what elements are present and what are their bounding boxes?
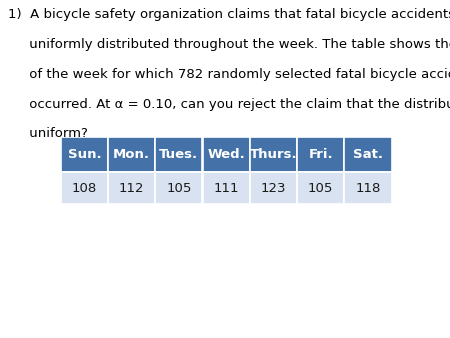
Text: Fri.: Fri. (308, 148, 333, 161)
FancyBboxPatch shape (202, 172, 250, 204)
FancyBboxPatch shape (297, 137, 344, 172)
Text: 105: 105 (308, 182, 333, 195)
FancyBboxPatch shape (61, 172, 108, 204)
FancyBboxPatch shape (155, 137, 202, 172)
FancyBboxPatch shape (250, 172, 297, 204)
Text: 118: 118 (355, 182, 381, 195)
Text: 111: 111 (213, 182, 239, 195)
FancyBboxPatch shape (155, 172, 202, 204)
FancyBboxPatch shape (344, 137, 392, 172)
Text: Tues.: Tues. (159, 148, 198, 161)
Text: Thurs.: Thurs. (250, 148, 297, 161)
Text: 108: 108 (72, 182, 97, 195)
Text: of the week for which 782 randomly selected fatal bicycle accidents: of the week for which 782 randomly selec… (8, 68, 450, 81)
FancyBboxPatch shape (108, 137, 155, 172)
Text: occurred. At α = 0.10, can you reject the claim that the distribution is: occurred. At α = 0.10, can you reject th… (8, 98, 450, 111)
Text: Sat.: Sat. (353, 148, 383, 161)
FancyBboxPatch shape (202, 137, 250, 172)
Text: Wed.: Wed. (207, 148, 245, 161)
FancyBboxPatch shape (344, 172, 392, 204)
Text: Sun.: Sun. (68, 148, 101, 161)
FancyBboxPatch shape (250, 137, 297, 172)
FancyBboxPatch shape (108, 172, 155, 204)
Text: 123: 123 (261, 182, 286, 195)
Text: uniformly distributed throughout the week. The table shows the day: uniformly distributed throughout the wee… (8, 38, 450, 51)
Text: 105: 105 (166, 182, 192, 195)
Text: uniform?: uniform? (8, 127, 88, 140)
FancyBboxPatch shape (297, 172, 344, 204)
Text: Mon.: Mon. (113, 148, 150, 161)
FancyBboxPatch shape (61, 137, 108, 172)
Text: 112: 112 (119, 182, 144, 195)
Text: 1)  A bicycle safety organization claims that fatal bicycle accidents are: 1) A bicycle safety organization claims … (8, 8, 450, 21)
